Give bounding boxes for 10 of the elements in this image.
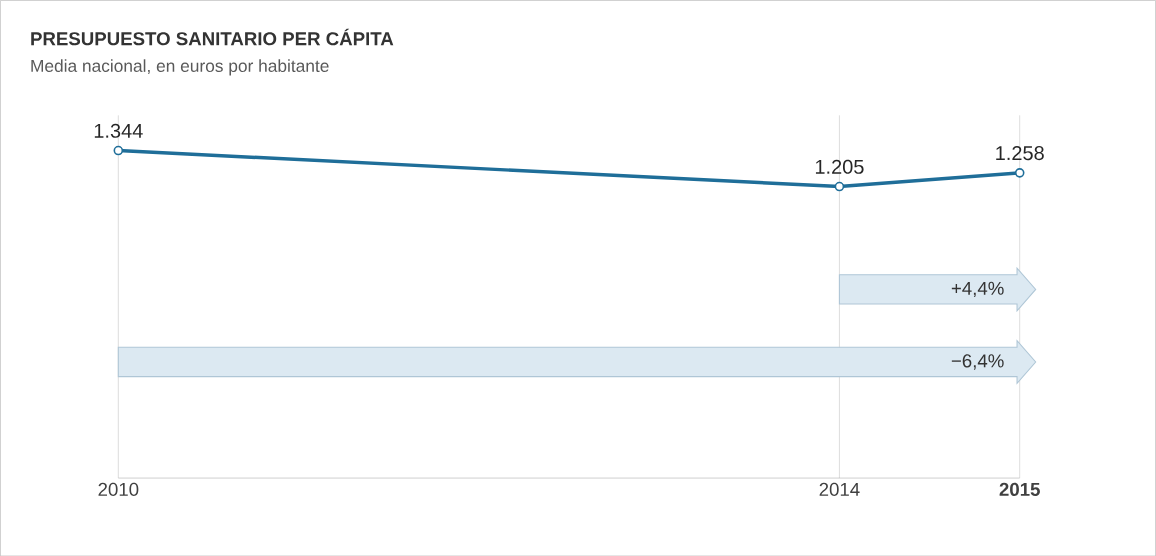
data-label: 1.258 bbox=[996, 145, 1044, 160]
x-tick-label: 2015 bbox=[999, 482, 1040, 496]
annotation: +4,4% bbox=[951, 281, 1004, 297]
x-tick-label: 2010 bbox=[98, 482, 139, 496]
annotation: −6,4% bbox=[951, 354, 1004, 370]
data-label: 1.205 bbox=[815, 159, 864, 174]
chart-title: PRESUPUESTO SANITARIO PER CÁPITA bbox=[31, 28, 394, 46]
x-tick-label: 2014 bbox=[819, 482, 860, 496]
data-label: 1.344 bbox=[94, 123, 143, 138]
chart-subtitle: Media nacional, en euros por habitante bbox=[31, 59, 329, 76]
